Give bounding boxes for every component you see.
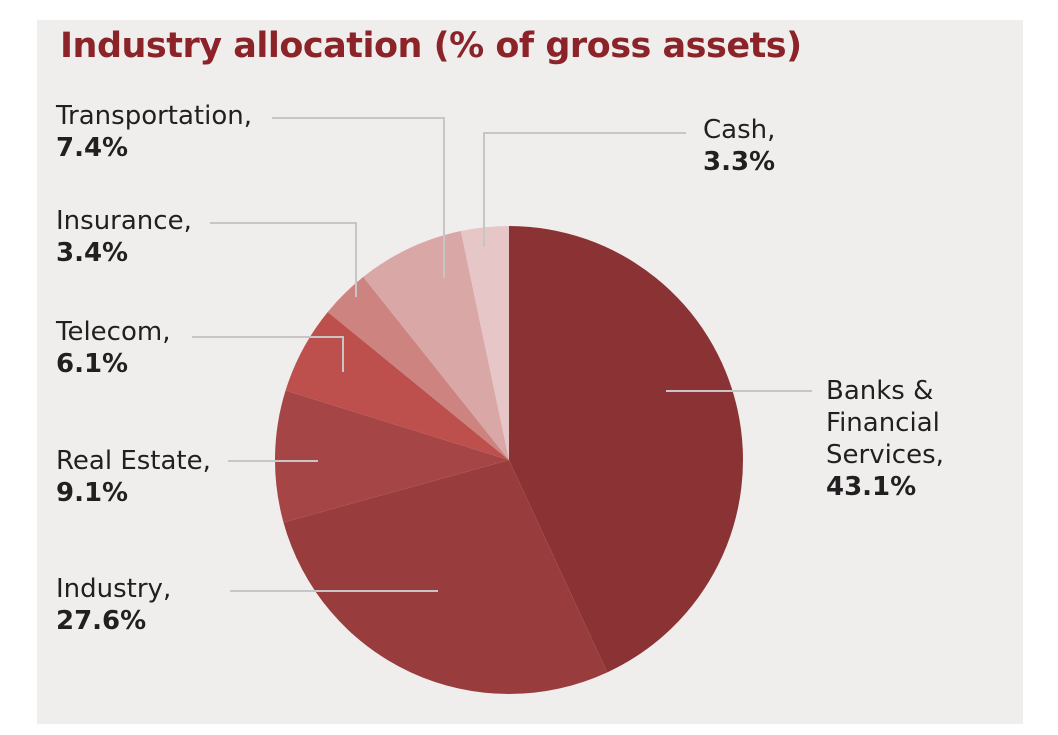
pie-slice-banks-financial-services	[509, 226, 743, 673]
slice-label-name: Services,	[826, 440, 944, 470]
slice-label-value: 3.4%	[56, 238, 129, 268]
slice-label-value: 27.6%	[56, 606, 147, 636]
slice-label-value: 43.1%	[826, 472, 917, 502]
slice-label-name: Banks &	[826, 376, 934, 406]
slice-label-name: Financial	[826, 408, 940, 438]
slice-label: Insurance, 3.4%	[56, 205, 192, 269]
pie-slice-industry	[283, 460, 608, 694]
leader-line	[272, 117, 445, 278]
leader-line	[210, 222, 357, 297]
slice-label-name: Industry,	[56, 574, 172, 604]
slice-label-name: Insurance,	[56, 206, 192, 236]
pie-slice-cash	[460, 226, 509, 460]
slice-label: Telecom, 6.1%	[56, 316, 170, 380]
pie-slice-telecom	[285, 311, 509, 460]
slice-label: Industry, 27.6%	[56, 573, 171, 637]
pie-slice-transportation	[363, 231, 509, 460]
slice-label-value: 9.1%	[56, 478, 129, 508]
slice-label-value: 6.1%	[56, 349, 129, 379]
pie-slice-real-estate	[274, 390, 509, 523]
slice-label: Banks & Financial Services, 43.1%	[826, 375, 944, 503]
slice-label: Real Estate, 9.1%	[56, 445, 211, 509]
leader-line	[192, 336, 344, 372]
leader-line	[483, 132, 686, 247]
chart-title: Industry allocation (% of gross assets)	[60, 26, 802, 66]
slice-label-name: Real Estate,	[56, 446, 211, 476]
pie-slice-insurance	[327, 276, 509, 460]
slice-label: Cash, 3.3%	[703, 114, 775, 178]
slice-label-value: 7.4%	[56, 133, 129, 163]
slice-label-value: 3.3%	[703, 147, 776, 177]
slice-label-name: Cash,	[703, 115, 776, 145]
slice-label: Transportation, 7.4%	[56, 100, 252, 164]
slice-label-name: Transportation,	[56, 101, 253, 131]
slice-label-name: Telecom,	[56, 317, 171, 347]
